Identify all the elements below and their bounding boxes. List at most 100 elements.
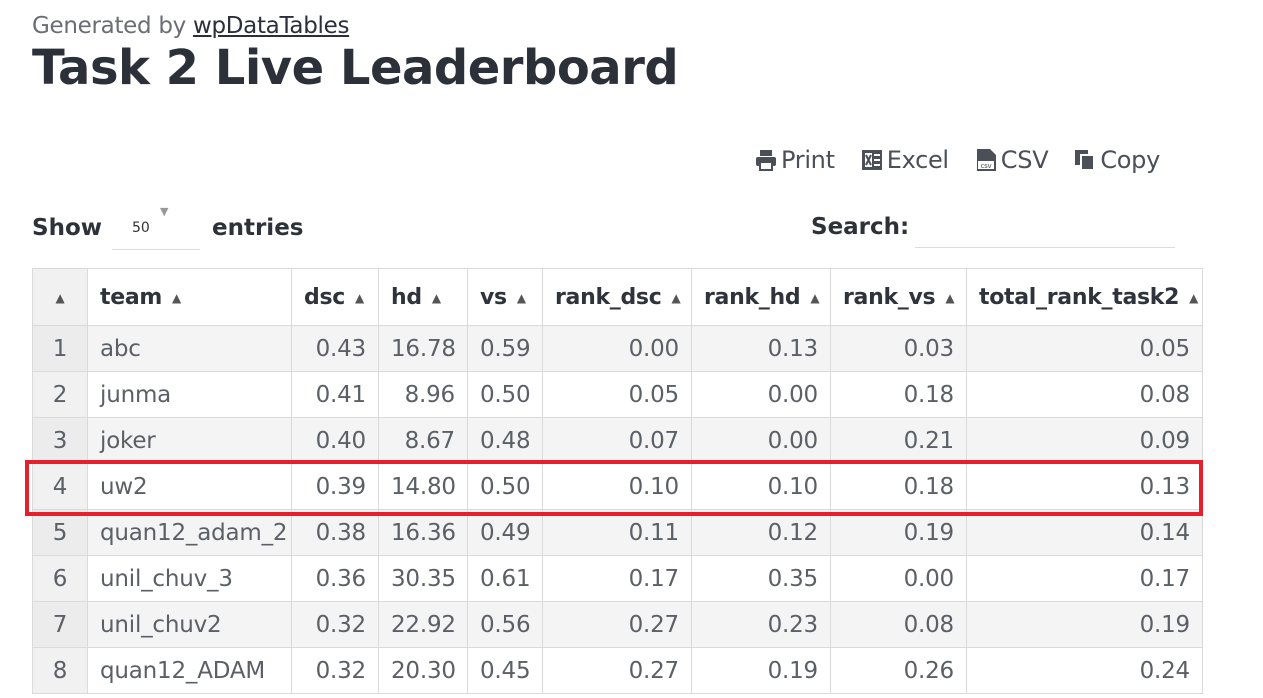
cell-dsc: 0.32 (291, 601, 379, 648)
cell-rank-vs: 0.08 (830, 601, 967, 648)
copy-icon (1075, 150, 1096, 171)
generated-by: Generated by wpDataTables (32, 13, 349, 39)
cell-total-rank: 0.14 (966, 509, 1203, 556)
sort-arrow-icon: ▲ (431, 290, 441, 305)
cell-rank-hd: 0.12 (691, 509, 831, 556)
table-row: 7 unil_chuv2 0.32 22.92 0.56 0.27 0.23 0… (32, 601, 1203, 648)
cell-dsc: 0.41 (291, 371, 379, 418)
row-index: 6 (32, 555, 88, 602)
row-index: 5 (32, 509, 88, 556)
cell-hd: 22.92 (378, 601, 468, 648)
cell-rank-dsc: 0.11 (542, 509, 692, 556)
cell-vs: 0.50 (467, 463, 543, 510)
cell-dsc: 0.38 (291, 509, 379, 556)
cell-rank-hd: 0.10 (691, 463, 831, 510)
cell-dsc: 0.32 (291, 647, 379, 694)
row-index: 8 (32, 647, 88, 694)
row-index: 3 (32, 417, 88, 464)
cell-rank-vs: 0.00 (830, 555, 967, 602)
table-row: 5 quan12_adam_2 0.38 16.36 0.49 0.11 0.1… (32, 509, 1203, 556)
cell-total-rank: 0.24 (966, 647, 1203, 694)
cell-total-rank: 0.09 (966, 417, 1203, 464)
entries-select-value: 50 (132, 220, 150, 236)
cell-total-rank: 0.19 (966, 601, 1203, 648)
copy-label: Copy (1100, 146, 1160, 174)
sort-arrow-icon: ▲ (516, 290, 526, 305)
print-label: Print (781, 146, 835, 174)
cell-vs: 0.45 (467, 647, 543, 694)
table-row: 1 abc 0.43 16.78 0.59 0.00 0.13 0.03 0.0… (32, 325, 1203, 372)
column-header-rank-vs[interactable]: rank_vs ▲ (830, 268, 967, 326)
cell-rank-hd: 0.23 (691, 601, 831, 648)
column-header-index[interactable]: ▲ (32, 268, 88, 326)
csv-button[interactable]: csv CSV (975, 146, 1049, 174)
cell-total-rank: 0.17 (966, 555, 1203, 602)
cell-rank-dsc: 0.07 (542, 417, 692, 464)
column-header-hd[interactable]: hd ▲ (378, 268, 468, 326)
cell-hd: 8.96 (378, 371, 468, 418)
csv-icon: csv (976, 149, 996, 171)
cell-team: abc (87, 325, 292, 372)
column-header-rank-dsc[interactable]: rank_dsc ▲ (542, 268, 692, 326)
cell-rank-hd: 0.19 (691, 647, 831, 694)
search-input[interactable] (915, 205, 1176, 248)
cell-team: uw2 (87, 463, 292, 510)
search-label: Search: (811, 213, 910, 240)
copy-button[interactable]: Copy (1074, 146, 1160, 174)
cell-rank-vs: 0.21 (830, 417, 967, 464)
cell-vs: 0.48 (467, 417, 543, 464)
cell-dsc: 0.36 (291, 555, 379, 602)
sort-arrow-icon: ▲ (55, 290, 65, 305)
cell-rank-vs: 0.18 (830, 463, 967, 510)
sort-arrow-icon: ▲ (1189, 290, 1199, 305)
export-toolbar: Print Excel csv CSV Copy (755, 146, 1160, 174)
column-header-total-rank-task2[interactable]: total_rank_task2 ▲ (966, 268, 1203, 326)
page-title: Task 2 Live Leaderboard (32, 40, 679, 96)
leaderboard-table: ▲ team ▲ dsc ▲ hd ▲ vs ▲ rank_dsc ▲ rank_hd ▲ … (32, 268, 1203, 694)
cell-hd: 16.78 (378, 325, 468, 372)
search-control: Search: (811, 205, 1176, 248)
cell-vs: 0.49 (467, 509, 543, 556)
length-control: Show ▼ 50 entries (32, 205, 303, 250)
cell-rank-vs: 0.18 (830, 371, 967, 418)
cell-team: joker (87, 417, 292, 464)
row-index: 2 (32, 371, 88, 418)
cell-rank-vs: 0.19 (830, 509, 967, 556)
row-index: 7 (32, 601, 88, 648)
cell-team: unil_chuv_3 (87, 555, 292, 602)
table-row: 6 unil_chuv_3 0.36 30.35 0.61 0.17 0.35 … (32, 555, 1203, 602)
cell-vs: 0.50 (467, 371, 543, 418)
cell-hd: 8.67 (378, 417, 468, 464)
print-icon (756, 150, 776, 171)
wpdatatables-link[interactable]: wpDataTables (192, 13, 350, 39)
excel-button[interactable]: Excel (861, 146, 949, 174)
cell-rank-dsc: 0.27 (542, 601, 692, 648)
sort-arrow-icon: ▲ (945, 290, 955, 305)
column-header-vs[interactable]: vs ▲ (467, 268, 543, 326)
column-header-rank-hd[interactable]: rank_hd ▲ (691, 268, 831, 326)
svg-text:csv: csv (980, 162, 991, 170)
chevron-down-icon: ▼ (160, 205, 169, 218)
sort-arrow-icon: ▲ (671, 290, 681, 305)
column-header-team[interactable]: team ▲ (87, 268, 292, 326)
cell-vs: 0.61 (467, 555, 543, 602)
cell-hd: 30.35 (378, 555, 468, 602)
cell-rank-dsc: 0.17 (542, 555, 692, 602)
table-row: 3 joker 0.40 8.67 0.48 0.07 0.00 0.21 0.… (32, 417, 1203, 464)
cell-rank-vs: 0.26 (830, 647, 967, 694)
cell-hd: 20.30 (378, 647, 468, 694)
column-header-dsc[interactable]: dsc ▲ (291, 268, 379, 326)
cell-rank-hd: 0.00 (691, 371, 831, 418)
print-button[interactable]: Print (755, 146, 835, 174)
show-label: Show (32, 214, 102, 241)
cell-total-rank: 0.13 (966, 463, 1203, 510)
cell-vs: 0.59 (467, 325, 543, 372)
cell-team: unil_chuv2 (87, 601, 292, 648)
entries-select[interactable]: ▼ 50 (112, 205, 200, 250)
generated-prefix: Generated by (32, 13, 193, 39)
excel-label: Excel (886, 146, 949, 174)
excel-icon (861, 150, 882, 170)
table-row: 8 quan12_ADAM 0.32 20.30 0.45 0.27 0.19 … (32, 647, 1203, 694)
cell-rank-dsc: 0.10 (542, 463, 692, 510)
cell-team: quan12_ADAM (87, 647, 292, 694)
